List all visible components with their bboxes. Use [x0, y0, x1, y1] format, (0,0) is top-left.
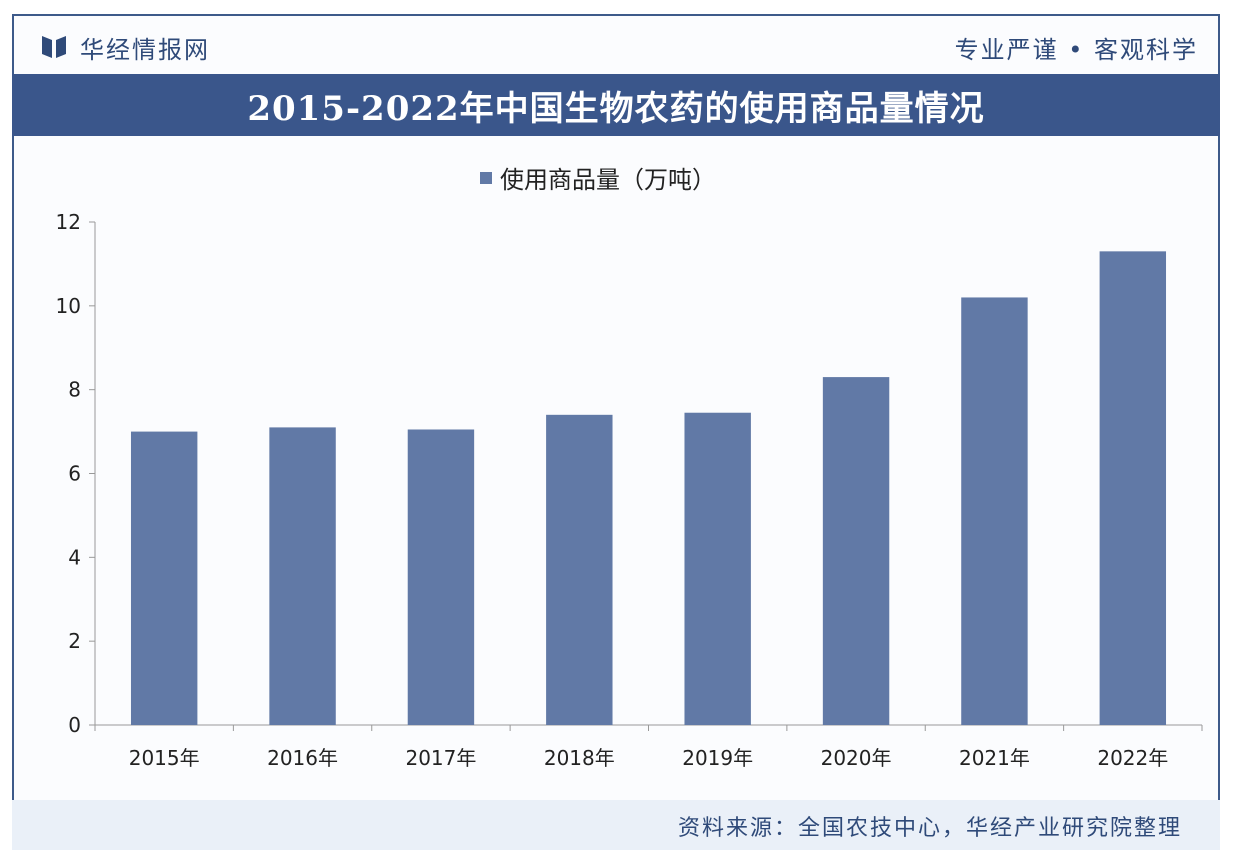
bar-2018年 [546, 414, 613, 725]
source-note: 资料来源：全国农技中心，华经产业研究院整理 [677, 816, 1182, 841]
y-tick-label: 10 [56, 294, 81, 318]
footer-band: 资料来源：全国农技中心，华经产业研究院整理 [12, 800, 1220, 850]
y-tick-label: 8 [68, 378, 81, 402]
title-band: 2015-2022年中国生物农药的使用商品量情况 [12, 74, 1220, 136]
bar-2015年 [130, 431, 198, 725]
brand-logo-icon [42, 36, 66, 58]
bar-2017年 [407, 429, 475, 725]
chart-title: 2015-2022年中国生物农药的使用商品量情况 [247, 88, 985, 129]
top-bar: 华经情报网 专业严谨 • 客观科学 [12, 16, 1220, 72]
bar-2016年 [269, 427, 336, 725]
x-tick-label: 2016年 [267, 746, 338, 770]
x-tick-label: 2018年 [544, 746, 615, 770]
y-tick-label: 0 [68, 713, 81, 737]
brand-name: 华经情报网 [80, 36, 210, 64]
bar-2022年 [1099, 251, 1167, 725]
y-tick-label: 6 [68, 462, 81, 486]
bar-2019年 [684, 412, 751, 725]
bar-2020年 [822, 377, 890, 725]
y-tick-label: 4 [68, 545, 81, 569]
x-tick-label: 2022年 [1097, 746, 1168, 770]
y-tick-label: 2 [68, 629, 81, 653]
slogan: 专业严谨 • 客观科学 [954, 36, 1198, 64]
legend-swatch [480, 171, 492, 184]
x-tick-label: 2015年 [129, 746, 200, 770]
x-tick-label: 2019年 [682, 746, 753, 770]
y-tick-label: 12 [56, 210, 81, 234]
bar-2021年 [961, 297, 1028, 725]
legend-label: 使用商品量（万吨） [500, 166, 716, 194]
x-tick-label: 2020年 [821, 746, 892, 770]
x-tick-label: 2021年 [959, 746, 1030, 770]
legend: 使用商品量（万吨） [480, 160, 716, 195]
x-tick-label: 2017年 [405, 746, 476, 770]
